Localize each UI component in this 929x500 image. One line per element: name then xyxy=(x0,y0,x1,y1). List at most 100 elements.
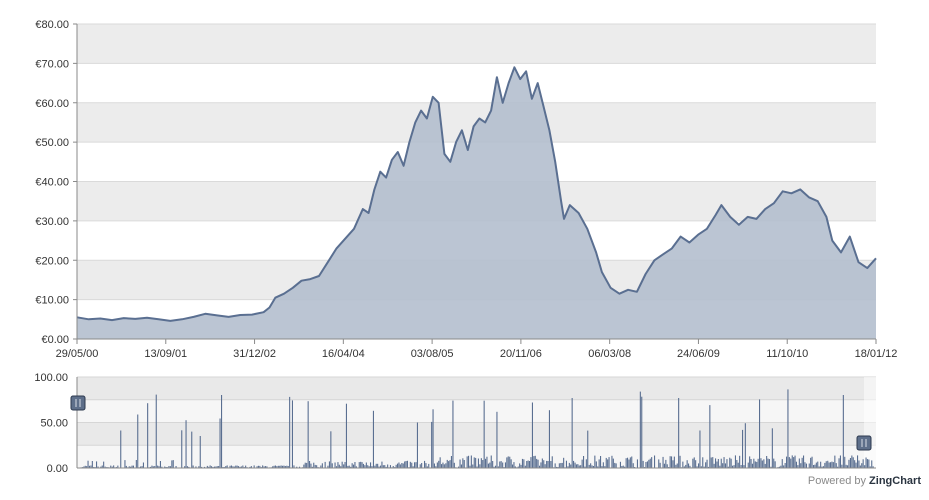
volume-bar xyxy=(506,457,507,468)
preview-y-tick-label: 50.00 xyxy=(40,418,68,430)
volume-bar xyxy=(802,458,803,468)
volume-bar xyxy=(440,457,441,468)
volume-bar xyxy=(853,457,854,468)
volume-bar xyxy=(671,456,672,468)
volume-bar xyxy=(464,460,465,468)
volume-bar xyxy=(677,464,678,469)
volume-bar xyxy=(569,463,570,468)
preview-band xyxy=(77,445,876,468)
volume-bar xyxy=(421,463,422,468)
volume-bar xyxy=(824,463,825,468)
volume-bar xyxy=(630,457,631,468)
volume-bar xyxy=(586,459,587,468)
volume-bar xyxy=(191,432,192,468)
volume-bar xyxy=(620,462,621,468)
x-tick-label: 03/08/05 xyxy=(411,348,454,360)
volume-bar xyxy=(538,460,539,468)
volume-bar xyxy=(313,463,314,468)
volume-bar xyxy=(444,464,445,468)
volume-bar xyxy=(606,458,607,468)
volume-bar xyxy=(519,463,520,468)
volume-bar xyxy=(171,460,172,468)
volume-bar xyxy=(583,456,584,468)
volume-bar xyxy=(376,464,377,468)
x-tick-label: 18/01/12 xyxy=(855,348,898,360)
volume-bar xyxy=(654,456,655,469)
volume-bar xyxy=(641,397,642,468)
volume-bar xyxy=(555,463,556,468)
volume-bar xyxy=(702,457,703,468)
volume-bar xyxy=(758,459,759,468)
volume-bar xyxy=(854,460,855,468)
volume-bar xyxy=(787,389,788,468)
volume-bar xyxy=(858,461,859,469)
volume-bar xyxy=(454,463,455,468)
volume-bar xyxy=(425,463,426,468)
x-tick-label: 31/12/02 xyxy=(233,348,276,360)
volume-bar xyxy=(699,431,700,469)
volume-bar xyxy=(614,463,615,468)
volume-bar xyxy=(725,463,726,468)
volume-bar xyxy=(448,461,449,468)
volume-bar xyxy=(486,457,487,468)
volume-bar xyxy=(447,460,448,468)
preview-band xyxy=(77,377,876,400)
right-range-handle[interactable] xyxy=(857,436,871,450)
volume-bar xyxy=(766,456,767,468)
volume-bar xyxy=(438,461,439,468)
volume-bar xyxy=(692,459,693,468)
volume-bar xyxy=(451,456,452,468)
volume-bar xyxy=(420,464,421,468)
volume-bar xyxy=(424,461,425,468)
volume-bar xyxy=(857,455,858,468)
volume-bar xyxy=(826,461,827,468)
volume-bar xyxy=(329,461,330,468)
x-tick-label: 24/06/09 xyxy=(677,348,720,360)
volume-bar xyxy=(785,463,786,468)
volume-bar xyxy=(674,457,675,468)
volume-bar xyxy=(471,456,472,469)
volume-bar xyxy=(441,464,442,468)
volume-bar xyxy=(310,464,311,468)
left-range-handle-body xyxy=(71,396,85,410)
volume-bar xyxy=(796,462,797,468)
volume-bar xyxy=(545,464,546,468)
volume-bar xyxy=(411,463,412,468)
volume-bar xyxy=(478,459,479,469)
volume-bar xyxy=(772,428,773,468)
volume-bar xyxy=(353,465,354,468)
volume-bar xyxy=(672,460,673,468)
volume-bar xyxy=(768,459,769,468)
volume-bar xyxy=(738,463,739,468)
volume-bar xyxy=(609,457,610,468)
volume-bar xyxy=(714,464,715,468)
preview-y-tick-label: 0.00 xyxy=(47,463,68,475)
volume-bar xyxy=(795,456,796,468)
volume-bar xyxy=(712,457,713,468)
volume-bar xyxy=(461,465,462,469)
volume-bar xyxy=(648,460,649,468)
volume-bar xyxy=(373,411,374,468)
x-tick-label: 13/09/01 xyxy=(144,348,187,360)
volume-bar xyxy=(803,456,804,469)
left-range-handle[interactable] xyxy=(71,396,85,410)
volume-bar xyxy=(366,463,367,469)
volume-bar xyxy=(542,459,543,469)
volume-bar xyxy=(753,459,754,468)
volume-bar xyxy=(751,459,752,468)
volume-bar xyxy=(491,456,492,469)
volume-bar xyxy=(309,461,310,468)
volume-bar xyxy=(450,460,451,468)
volume-bar xyxy=(360,462,361,468)
volume-bar xyxy=(817,462,818,468)
volume-bar xyxy=(866,458,867,469)
volume-bar xyxy=(445,463,446,468)
volume-bar xyxy=(660,463,661,468)
volume-bar xyxy=(532,403,533,469)
volume-bar xyxy=(186,420,187,468)
volume-bar xyxy=(462,458,463,468)
powered-by-credit[interactable]: Powered by ZingChart xyxy=(808,475,921,487)
